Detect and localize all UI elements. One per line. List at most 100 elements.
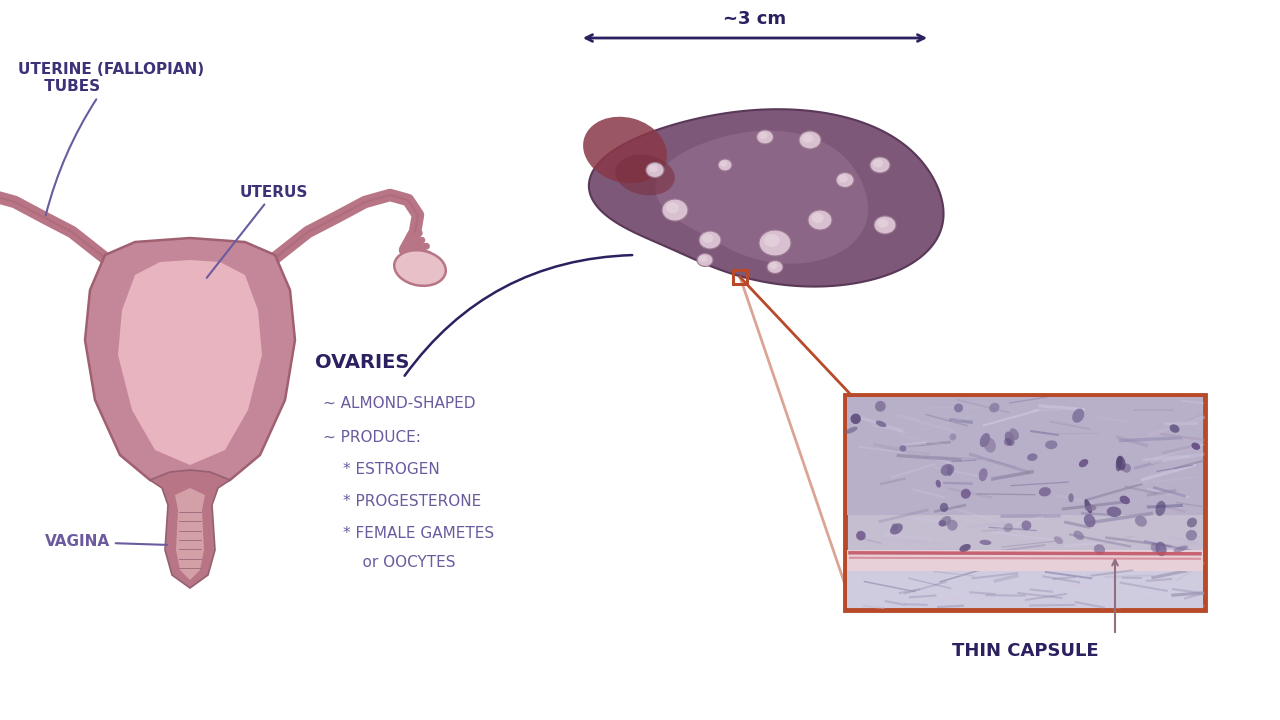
Ellipse shape — [1004, 438, 1012, 446]
Ellipse shape — [890, 523, 902, 534]
Ellipse shape — [1094, 544, 1105, 555]
Ellipse shape — [979, 433, 991, 447]
Ellipse shape — [1039, 487, 1051, 497]
Ellipse shape — [877, 219, 888, 228]
Ellipse shape — [1004, 523, 1012, 532]
Ellipse shape — [1021, 521, 1032, 530]
Ellipse shape — [989, 402, 1000, 413]
FancyBboxPatch shape — [847, 550, 1203, 571]
Text: ~1 cm: ~1 cm — [850, 174, 904, 189]
Ellipse shape — [1151, 543, 1160, 553]
Text: * FEMALE GAMETES: * FEMALE GAMETES — [343, 526, 494, 541]
Ellipse shape — [764, 234, 780, 247]
Ellipse shape — [892, 523, 897, 531]
Text: ~3 cm: ~3 cm — [723, 10, 787, 28]
FancyBboxPatch shape — [845, 395, 1204, 610]
Ellipse shape — [756, 130, 773, 144]
Ellipse shape — [1192, 443, 1201, 450]
Ellipse shape — [1074, 531, 1084, 540]
Ellipse shape — [767, 261, 783, 274]
Ellipse shape — [1084, 514, 1096, 527]
Ellipse shape — [1079, 459, 1088, 467]
Text: or OOCYTES: or OOCYTES — [343, 555, 456, 570]
Text: * ESTROGEN: * ESTROGEN — [343, 462, 440, 477]
Ellipse shape — [1027, 454, 1038, 461]
Ellipse shape — [584, 117, 667, 184]
Ellipse shape — [1120, 495, 1130, 504]
Ellipse shape — [874, 216, 896, 234]
Ellipse shape — [979, 540, 991, 545]
Ellipse shape — [698, 253, 713, 266]
Ellipse shape — [836, 173, 854, 187]
Text: ~ PRODUCE:: ~ PRODUCE: — [323, 430, 421, 445]
Text: VAGINA: VAGINA — [45, 534, 168, 549]
Text: * PROGESTERONE: * PROGESTERONE — [343, 494, 481, 509]
Ellipse shape — [721, 161, 727, 167]
Text: UTERUS: UTERUS — [206, 184, 308, 278]
Ellipse shape — [1135, 516, 1147, 527]
Ellipse shape — [1005, 431, 1015, 446]
Ellipse shape — [646, 163, 664, 178]
Ellipse shape — [1116, 456, 1125, 470]
Ellipse shape — [846, 427, 858, 433]
Polygon shape — [84, 238, 294, 490]
Ellipse shape — [759, 230, 791, 256]
Ellipse shape — [1069, 493, 1074, 503]
Ellipse shape — [838, 175, 847, 182]
Ellipse shape — [1084, 499, 1092, 513]
Ellipse shape — [799, 131, 820, 149]
Ellipse shape — [1116, 456, 1123, 472]
Ellipse shape — [649, 165, 658, 172]
Ellipse shape — [870, 157, 890, 173]
Ellipse shape — [1107, 507, 1121, 517]
Ellipse shape — [1123, 464, 1132, 473]
Ellipse shape — [699, 231, 721, 249]
Ellipse shape — [1185, 530, 1197, 541]
Ellipse shape — [1170, 424, 1179, 433]
Ellipse shape — [876, 420, 886, 427]
Ellipse shape — [1174, 546, 1188, 552]
Text: OVARIES: OVARIES — [315, 353, 410, 372]
Ellipse shape — [1046, 441, 1057, 449]
Ellipse shape — [984, 438, 996, 453]
Ellipse shape — [979, 468, 988, 481]
Ellipse shape — [1073, 408, 1084, 423]
Ellipse shape — [699, 256, 708, 262]
Ellipse shape — [808, 210, 832, 230]
Ellipse shape — [1084, 505, 1097, 511]
Ellipse shape — [394, 250, 445, 286]
Ellipse shape — [947, 465, 952, 476]
Polygon shape — [589, 109, 943, 287]
Ellipse shape — [1156, 541, 1166, 556]
Ellipse shape — [873, 159, 883, 168]
Text: ~1.5 cm: ~1.5 cm — [653, 182, 723, 197]
Ellipse shape — [812, 213, 823, 223]
Ellipse shape — [803, 134, 813, 143]
Ellipse shape — [940, 516, 951, 526]
Polygon shape — [655, 130, 868, 264]
Ellipse shape — [850, 413, 861, 424]
Ellipse shape — [961, 489, 970, 499]
Ellipse shape — [703, 234, 713, 243]
Ellipse shape — [718, 159, 732, 171]
Text: THIN CAPSULE: THIN CAPSULE — [952, 642, 1098, 660]
Text: ~ ALMOND-SHAPED: ~ ALMOND-SHAPED — [323, 396, 475, 411]
Polygon shape — [175, 488, 205, 580]
Ellipse shape — [950, 433, 956, 441]
Ellipse shape — [666, 202, 678, 213]
Ellipse shape — [662, 199, 689, 221]
Ellipse shape — [759, 132, 768, 139]
Ellipse shape — [1053, 536, 1064, 544]
Ellipse shape — [876, 401, 886, 412]
Ellipse shape — [941, 464, 955, 476]
Ellipse shape — [936, 480, 941, 487]
FancyBboxPatch shape — [847, 397, 1203, 516]
Ellipse shape — [616, 155, 675, 195]
Ellipse shape — [1156, 501, 1166, 516]
Ellipse shape — [938, 520, 946, 526]
Ellipse shape — [900, 445, 906, 451]
Ellipse shape — [1187, 518, 1197, 528]
Ellipse shape — [960, 544, 970, 552]
FancyBboxPatch shape — [847, 571, 1203, 608]
Text: UTERINE (FALLOPIAN)
     TUBES: UTERINE (FALLOPIAN) TUBES — [18, 62, 204, 215]
